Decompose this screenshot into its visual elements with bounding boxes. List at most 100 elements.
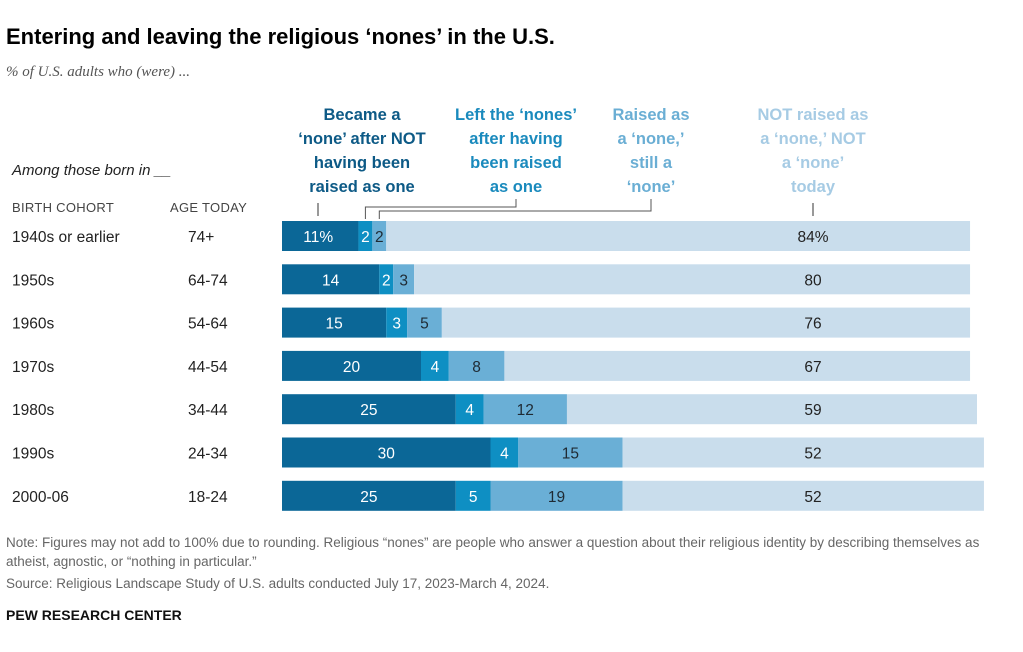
bar-segment — [393, 264, 415, 295]
bar-segment — [282, 264, 380, 295]
bar-segment — [407, 307, 442, 338]
legend-label-3: NOT raised as a ‘none,’ NOT a ‘none’ today — [733, 103, 893, 199]
bar-segment — [358, 221, 373, 251]
cohort-label: 2000-06 — [12, 489, 69, 506]
age-label: 18-24 — [188, 489, 228, 506]
bar-segment — [441, 307, 971, 338]
bar-segment — [372, 221, 387, 251]
bar-segment — [448, 350, 505, 381]
legend-line: having been — [313, 154, 411, 172]
legend-label-1: Left the ‘nones’ after having been raised a… — [436, 103, 596, 199]
bar-segment — [282, 480, 456, 511]
legend-line: a ‘none,’ NOT — [760, 130, 866, 148]
data-label: 25 — [360, 402, 377, 419]
chart-title: Entering and leaving the religious ‘none… — [6, 24, 555, 49]
data-label: 5 — [420, 316, 429, 333]
legend-line: ‘none’ after NOT — [298, 130, 426, 148]
data-label: 30 — [378, 446, 396, 463]
data-label: 11% — [303, 229, 333, 246]
bar-segment — [386, 221, 971, 251]
legend-line: today — [790, 178, 835, 196]
legend-line: ‘none’ — [626, 178, 676, 196]
data-label: 8 — [472, 359, 481, 376]
bar-segment — [622, 480, 984, 511]
bar-segment — [282, 394, 456, 425]
data-label: 3 — [392, 316, 401, 333]
cohort-label: 1970s — [12, 359, 54, 376]
age-label: 64-74 — [188, 272, 228, 289]
chart-source: Source: Religious Landscape Study of U.S… — [6, 576, 550, 591]
legend-line: raised as one — [309, 178, 415, 196]
bar-segment — [622, 437, 984, 468]
bar-segment — [282, 307, 387, 338]
data-label: 2 — [382, 272, 391, 289]
bar-segment — [282, 350, 421, 381]
legend-line: Became a — [323, 106, 401, 124]
bar-segment — [483, 394, 567, 425]
cohort-label: 1950s — [12, 272, 54, 289]
chart-subtitle: % of U.S. adults who (were) ... — [6, 64, 191, 80]
bar-segment — [518, 437, 623, 468]
legend-line: as one — [489, 178, 543, 196]
data-label: 2 — [375, 229, 384, 246]
legend-label-0: Became a ‘none’ after NOT having been raise… — [282, 103, 442, 199]
brand-logo-text: PEW RESEARCH CENTER — [6, 607, 182, 623]
legend-label-2: Raised as a ‘none,’ still a ‘none’ — [571, 103, 731, 199]
cohort-label: 1980s — [12, 402, 54, 419]
data-label: 5 — [469, 489, 478, 506]
data-label: 76 — [804, 316, 821, 333]
legend-line: NOT raised as — [757, 106, 869, 124]
data-label: 4 — [431, 359, 440, 376]
bar-segment — [566, 394, 977, 425]
bar-segment — [282, 221, 359, 251]
data-label: 4 — [500, 446, 509, 463]
data-label: 52 — [804, 446, 821, 463]
data-label: 14 — [322, 272, 340, 289]
data-label: 3 — [399, 272, 408, 289]
data-label: 59 — [804, 402, 821, 419]
data-label: 20 — [343, 359, 361, 376]
age-label: 24-34 — [188, 446, 228, 463]
bar-segment — [504, 350, 971, 381]
legend-line: after having — [469, 130, 563, 148]
cohort-label: 1990s — [12, 446, 54, 463]
bar-segment — [490, 480, 623, 511]
age-label: 34-44 — [188, 402, 228, 419]
data-label: 12 — [517, 402, 534, 419]
legend-line: still a — [629, 154, 673, 172]
bar-segment — [282, 437, 491, 468]
data-label: 19 — [548, 489, 565, 506]
bar-segment — [379, 264, 394, 295]
legend-line: a ‘none,’ — [617, 130, 685, 148]
age-today-header: AGE TODAY — [170, 200, 248, 215]
data-label: 67 — [804, 359, 821, 376]
among-label: Among those born in __ — [12, 162, 172, 179]
bar-segment — [414, 264, 971, 295]
age-label: 54-64 — [188, 316, 228, 333]
leader-line — [364, 199, 517, 219]
data-label: 2 — [361, 229, 370, 246]
data-label: 4 — [465, 402, 474, 419]
bar-segment — [421, 350, 449, 381]
bar-segment — [455, 394, 484, 425]
legend-line: Left the ‘nones’ — [455, 106, 577, 124]
data-label: 15 — [326, 316, 343, 333]
bar-segment — [386, 307, 408, 338]
data-label: 25 — [360, 489, 377, 506]
cohort-label: 1940s or earlier — [12, 229, 120, 246]
cohort-label: 1960s — [12, 316, 54, 333]
birth-cohort-header: BIRTH COHORT — [12, 200, 115, 215]
data-label: 80 — [804, 272, 822, 289]
age-label: 74+ — [188, 229, 214, 246]
data-label: 15 — [562, 446, 579, 463]
legend-line: been raised — [470, 154, 562, 172]
legend-line: a ‘none’ — [781, 154, 845, 172]
legend-line: Raised as — [612, 106, 690, 124]
bar-segment — [455, 480, 491, 511]
data-label: 84% — [797, 229, 828, 246]
bar-segment — [490, 437, 519, 468]
data-label: 52 — [804, 489, 821, 506]
age-label: 44-54 — [188, 359, 228, 376]
